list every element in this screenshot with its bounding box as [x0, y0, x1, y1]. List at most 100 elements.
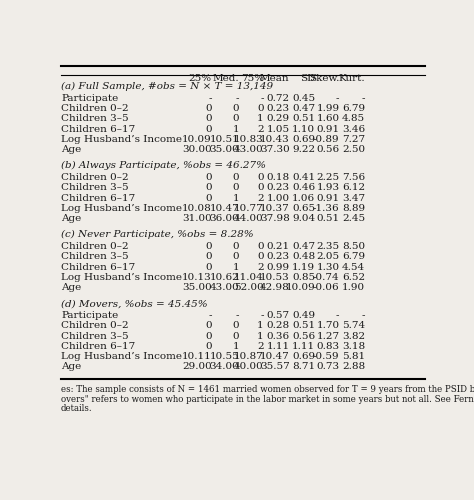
Text: 34.00: 34.00 — [210, 362, 239, 372]
Text: (b) Always Participate, %obs = 46.27%: (b) Always Participate, %obs = 46.27% — [61, 161, 266, 170]
Text: Children 0–2: Children 0–2 — [61, 242, 129, 251]
Text: 1: 1 — [257, 114, 264, 124]
Text: 7.56: 7.56 — [342, 173, 365, 182]
Text: 9.04: 9.04 — [292, 214, 315, 223]
Text: 25%: 25% — [189, 74, 212, 82]
Text: 1.05: 1.05 — [266, 124, 290, 134]
Text: -0.06: -0.06 — [313, 283, 339, 292]
Text: Log Husband’s Income: Log Husband’s Income — [61, 273, 182, 282]
Text: 0.57: 0.57 — [266, 311, 290, 320]
Text: -0.59: -0.59 — [313, 352, 339, 361]
Text: 0: 0 — [233, 104, 239, 113]
Text: Children 6–17: Children 6–17 — [61, 342, 136, 351]
Text: -: - — [362, 94, 365, 103]
Text: 10.77: 10.77 — [234, 204, 264, 213]
Text: Age: Age — [61, 214, 82, 223]
Text: 10.13: 10.13 — [182, 273, 212, 282]
Text: 0: 0 — [205, 262, 212, 272]
Text: 1: 1 — [233, 262, 239, 272]
Text: 0.41: 0.41 — [292, 173, 315, 182]
Text: 2.05: 2.05 — [317, 252, 339, 262]
Text: -: - — [260, 311, 264, 320]
Text: 0.83: 0.83 — [317, 342, 339, 351]
Text: 36.00: 36.00 — [210, 214, 239, 223]
Text: 10.55: 10.55 — [210, 352, 239, 361]
Text: 1.27: 1.27 — [317, 332, 339, 340]
Text: 43.00: 43.00 — [234, 145, 264, 154]
Text: -0.74: -0.74 — [313, 273, 339, 282]
Text: 0.47: 0.47 — [292, 104, 315, 113]
Text: 1.11: 1.11 — [266, 342, 290, 351]
Text: 1.99: 1.99 — [317, 104, 339, 113]
Text: 0.51: 0.51 — [317, 214, 339, 223]
Text: 0.18: 0.18 — [266, 173, 290, 182]
Text: 5.74: 5.74 — [342, 322, 365, 330]
Text: 10.09: 10.09 — [285, 283, 315, 292]
Text: 0.91: 0.91 — [317, 194, 339, 202]
Text: -: - — [336, 311, 339, 320]
Text: Kurt.: Kurt. — [338, 74, 365, 82]
Text: 0.23: 0.23 — [266, 104, 290, 113]
Text: 0: 0 — [233, 332, 239, 340]
Text: Log Husband’s Income: Log Husband’s Income — [61, 135, 182, 144]
Text: 0: 0 — [257, 173, 264, 182]
Text: 1.00: 1.00 — [266, 194, 290, 202]
Text: 8.50: 8.50 — [342, 242, 365, 251]
Text: 2: 2 — [257, 342, 264, 351]
Text: 0.48: 0.48 — [292, 252, 315, 262]
Text: 2: 2 — [257, 194, 264, 202]
Text: 0.23: 0.23 — [266, 184, 290, 192]
Text: 1.93: 1.93 — [317, 184, 339, 192]
Text: 31.00: 31.00 — [182, 214, 212, 223]
Text: 6.12: 6.12 — [342, 184, 365, 192]
Text: 0: 0 — [205, 114, 212, 124]
Text: 6.79: 6.79 — [342, 252, 365, 262]
Text: 0.46: 0.46 — [292, 184, 315, 192]
Text: 0.21: 0.21 — [266, 242, 290, 251]
Text: 1.60: 1.60 — [317, 114, 339, 124]
Text: -: - — [208, 94, 212, 103]
Text: 0.47: 0.47 — [292, 242, 315, 251]
Text: 1: 1 — [233, 194, 239, 202]
Text: 0: 0 — [233, 322, 239, 330]
Text: 0.73: 0.73 — [317, 362, 339, 372]
Text: 1.70: 1.70 — [317, 322, 339, 330]
Text: 1.30: 1.30 — [317, 262, 339, 272]
Text: Children 3–5: Children 3–5 — [61, 184, 129, 192]
Text: Participate: Participate — [61, 94, 118, 103]
Text: 0.36: 0.36 — [266, 332, 290, 340]
Text: 3.46: 3.46 — [342, 124, 365, 134]
Text: Age: Age — [61, 362, 82, 372]
Text: 6.52: 6.52 — [342, 273, 365, 282]
Text: 0.91: 0.91 — [317, 124, 339, 134]
Text: 10.47: 10.47 — [210, 204, 239, 213]
Text: Children 0–2: Children 0–2 — [61, 322, 129, 330]
Text: Children 0–2: Children 0–2 — [61, 173, 129, 182]
Text: 2.25: 2.25 — [317, 173, 339, 182]
Text: 0: 0 — [233, 114, 239, 124]
Text: 42.98: 42.98 — [260, 283, 290, 292]
Text: 0.23: 0.23 — [266, 252, 290, 262]
Text: 0.65: 0.65 — [292, 204, 315, 213]
Text: 0.69: 0.69 — [292, 135, 315, 144]
Text: -0.89: -0.89 — [313, 135, 339, 144]
Text: 0: 0 — [205, 184, 212, 192]
Text: 0.56: 0.56 — [317, 145, 339, 154]
Text: 3.47: 3.47 — [342, 194, 365, 202]
Text: -: - — [236, 311, 239, 320]
Text: 8.89: 8.89 — [342, 204, 365, 213]
Text: 0.51: 0.51 — [292, 114, 315, 124]
Text: 35.57: 35.57 — [260, 362, 290, 372]
Text: Log Husband’s Income: Log Husband’s Income — [61, 204, 182, 213]
Text: 0: 0 — [205, 194, 212, 202]
Text: -1.36: -1.36 — [313, 204, 339, 213]
Text: 0.28: 0.28 — [266, 322, 290, 330]
Text: Children 6–17: Children 6–17 — [61, 124, 136, 134]
Text: 5.81: 5.81 — [342, 352, 365, 361]
Text: 0.51: 0.51 — [292, 322, 315, 330]
Text: es: The sample consists of N = 1461 married women observed for T = 9 years from : es: The sample consists of N = 1461 marr… — [61, 384, 474, 394]
Text: -: - — [236, 94, 239, 103]
Text: 0: 0 — [257, 104, 264, 113]
Text: 10.08: 10.08 — [182, 204, 212, 213]
Text: 44.00: 44.00 — [234, 214, 264, 223]
